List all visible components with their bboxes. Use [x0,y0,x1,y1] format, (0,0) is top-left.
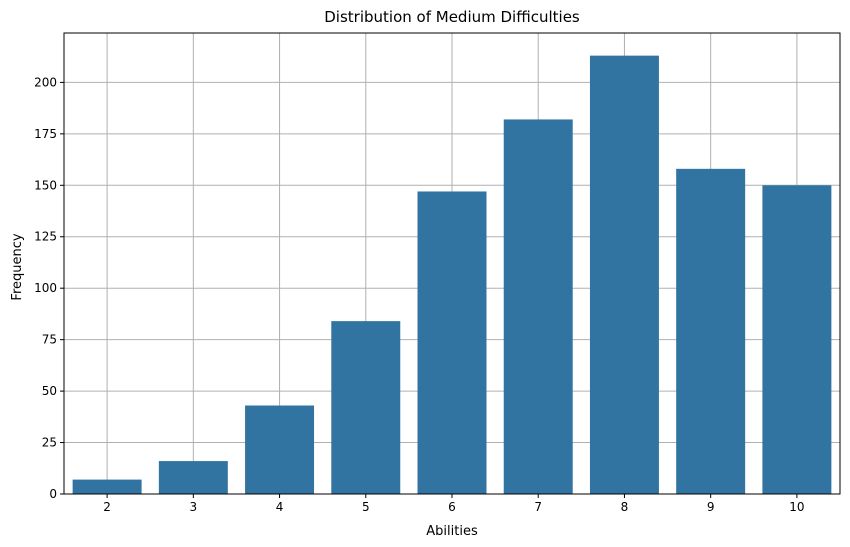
y-tick-label: 200 [34,75,57,89]
y-tick-label: 175 [34,127,57,141]
bar-7 [503,119,573,494]
y-tick-label: 25 [42,436,57,450]
y-tick-label: 125 [34,230,57,244]
x-tick-label: 8 [621,500,629,514]
bar-6 [417,191,487,494]
bar-10 [762,185,832,494]
bar-2 [72,479,142,494]
ticks: 0 25 50 75 100 125 150 175 200 2 3 4 5 6 7 8 9 10 [34,75,804,514]
bar-3 [158,461,228,494]
bars [72,55,832,494]
y-tick-label: 75 [42,333,57,347]
bar-4 [245,405,315,494]
x-tick-label: 9 [707,500,715,514]
y-axis-label: Frequency [10,233,25,300]
bar-8 [589,55,659,494]
x-tick-label: 3 [190,500,198,514]
chart-title: Distribution of Medium Difficulties [324,8,580,26]
y-tick-label: 50 [42,384,57,398]
x-tick-label: 10 [789,500,804,514]
y-tick-label: 150 [34,178,57,192]
x-tick-label: 6 [448,500,456,514]
y-tick-label: 100 [34,281,57,295]
x-axis-label: Abilities [426,524,478,539]
x-tick-label: 4 [276,500,284,514]
bar-5 [331,321,401,494]
x-tick-label: 2 [103,500,111,514]
x-tick-label: 5 [362,500,370,514]
bar-9 [676,168,746,494]
y-tick-label: 0 [49,487,57,501]
x-tick-label: 7 [534,500,542,514]
